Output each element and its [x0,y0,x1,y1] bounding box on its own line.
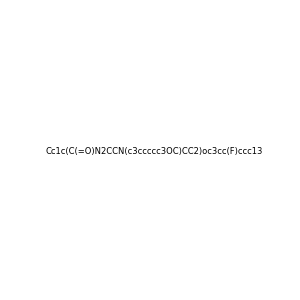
Text: Cc1c(C(=O)N2CCN(c3ccccc3OC)CC2)oc3cc(F)ccc13: Cc1c(C(=O)N2CCN(c3ccccc3OC)CC2)oc3cc(F)c… [45,147,262,156]
